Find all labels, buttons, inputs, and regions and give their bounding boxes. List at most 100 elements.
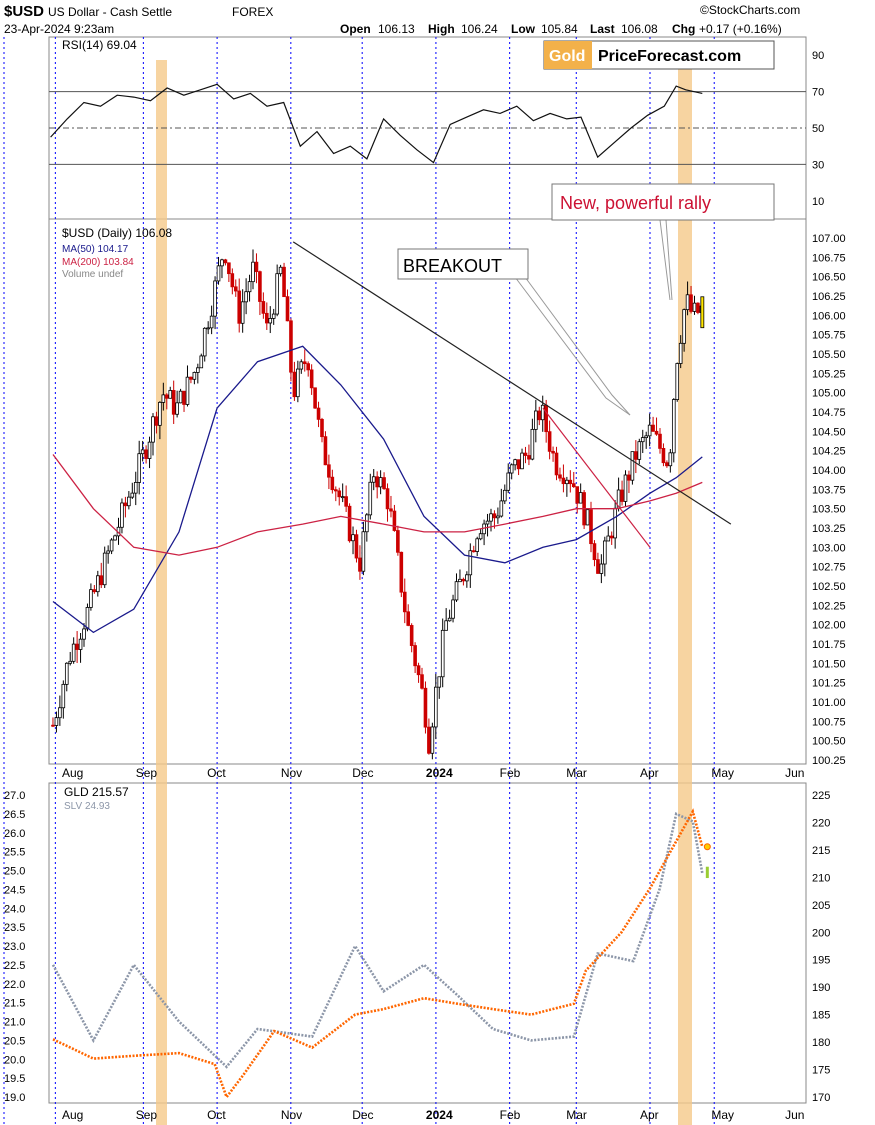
- candle-body: [282, 266, 286, 298]
- candle-body: [302, 361, 307, 365]
- gld-axis-label: 175: [812, 1065, 830, 1077]
- candle-body: [371, 476, 376, 483]
- candle-body: [254, 261, 259, 273]
- price-tick-label: 102.25: [812, 600, 846, 612]
- candle-body: [120, 502, 124, 528]
- metals-x-tick: Aug: [62, 1108, 83, 1122]
- candle-body: [296, 368, 300, 398]
- candle-body: [678, 342, 683, 364]
- candle-body: [258, 271, 262, 302]
- candle-body: [423, 687, 428, 728]
- candle-body: [58, 707, 62, 719]
- candle-body: [589, 509, 593, 545]
- candle-body: [502, 489, 507, 502]
- rsi-tick-label: 30: [812, 159, 824, 171]
- candle-body: [130, 492, 135, 498]
- candle-body: [154, 416, 159, 426]
- price-tick-label: 101.00: [812, 697, 846, 709]
- candle-body: [513, 459, 517, 466]
- metals-x-tick: Nov: [281, 1108, 302, 1122]
- price-tick-label: 102.75: [812, 562, 846, 574]
- candle-body: [527, 455, 531, 460]
- candle-body: [375, 476, 379, 488]
- candle-body: [206, 327, 210, 330]
- candle-body: [85, 607, 90, 630]
- candle-body: [196, 367, 200, 373]
- candle-body: [440, 629, 445, 678]
- candle-body: [340, 496, 345, 499]
- candle-body: [682, 309, 686, 344]
- candle-body: [571, 483, 576, 488]
- price-tick-label: 104.25: [812, 446, 846, 458]
- candle-body: [396, 530, 400, 553]
- metals-x-tick: Oct: [207, 1108, 226, 1122]
- slv-axis-label: 19.0: [4, 1092, 25, 1104]
- candle-body: [54, 717, 59, 726]
- metals-panel: 27.0 26.5 26.0 25.5 25.0 24.5 24.0 23.5 23.0 22.5…: [4, 790, 830, 1104]
- candle-body: [251, 261, 255, 283]
- candle-body: [278, 266, 283, 275]
- candle-body: [516, 459, 521, 470]
- candle-body: [61, 683, 66, 709]
- candle-body: [451, 599, 455, 619]
- candle-body: [565, 479, 569, 485]
- candle-body: [237, 290, 242, 324]
- candle-body: [199, 355, 204, 369]
- candle-body: [409, 625, 414, 646]
- highlight-band-apr: [678, 220, 692, 1125]
- candle-body: [333, 489, 338, 492]
- price-x-tick: Oct: [207, 766, 226, 780]
- candle-body: [247, 281, 252, 293]
- candle-body: [447, 617, 452, 622]
- candle-body: [365, 514, 369, 533]
- candle-body: [227, 262, 231, 275]
- slv-axis-label: 20.0: [4, 1054, 25, 1066]
- price-x-tick: Aug: [62, 766, 83, 780]
- candle-body: [382, 477, 386, 490]
- candle-body: [268, 317, 273, 324]
- candle-body: [389, 508, 393, 512]
- candle-body: [82, 628, 86, 640]
- gld-last-marker: [703, 843, 711, 851]
- candle-body: [623, 474, 628, 502]
- candle-body: [651, 424, 655, 432]
- candle-body: [261, 301, 266, 314]
- header-symbol: $USD: [4, 3, 44, 20]
- slv-series: [51, 812, 704, 1069]
- candle-body: [164, 394, 169, 399]
- price-tick-label: 101.50: [812, 658, 846, 670]
- price-tick-label: 107.00: [812, 233, 846, 245]
- candle-body: [458, 578, 462, 583]
- price-tick-label: 103.50: [812, 504, 846, 516]
- slv-axis-label: 22.5: [4, 960, 25, 972]
- candle-body: [471, 550, 476, 553]
- candle-body: [202, 327, 207, 357]
- candle-body: [427, 726, 431, 754]
- candle-body: [137, 453, 141, 483]
- candle-body: [578, 492, 583, 504]
- candle-body: [289, 320, 293, 373]
- candle-body: [123, 502, 128, 507]
- price-tick-label: 106.50: [812, 272, 846, 284]
- price-x-tick: Apr: [640, 766, 659, 780]
- price-tick-label: 105.00: [812, 388, 846, 400]
- candle-body: [461, 578, 466, 582]
- candle-body: [661, 448, 666, 464]
- candle-body: [692, 302, 697, 312]
- short-trendline: [542, 407, 651, 548]
- metals-x-tick: Jun: [785, 1108, 804, 1122]
- gld-axis-label: 215: [812, 845, 830, 857]
- slv-axis-label: 21.0: [4, 1017, 25, 1029]
- candle-body: [592, 543, 597, 561]
- candle-body: [402, 591, 407, 613]
- volume-legend: Volume undef: [62, 269, 123, 280]
- metals-x-tick: Mar: [566, 1108, 587, 1122]
- candle-body: [113, 535, 117, 541]
- header-low-label: Low: [511, 22, 536, 36]
- candle-body: [568, 479, 573, 485]
- candle-body: [244, 291, 248, 303]
- gld-axis-label: 210: [812, 872, 830, 884]
- slv-axis-label: 23.5: [4, 922, 25, 934]
- candle-body: [606, 535, 611, 542]
